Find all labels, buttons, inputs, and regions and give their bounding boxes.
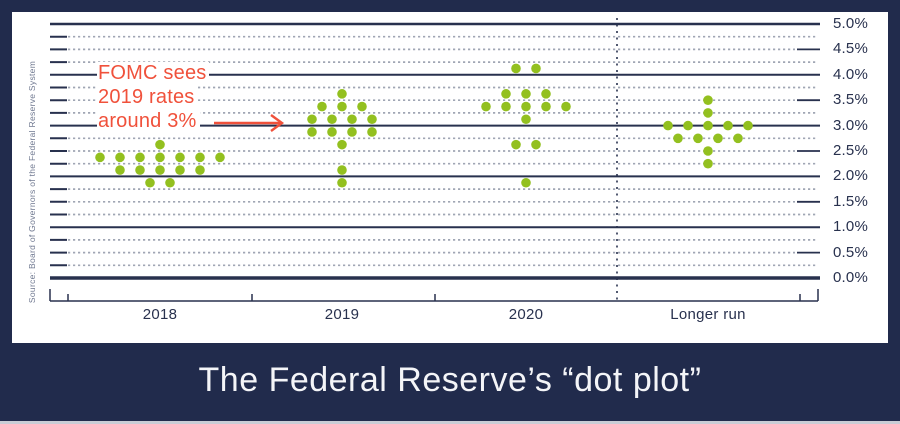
- projection-dot: [175, 152, 185, 163]
- y-axis-label: 3.5%: [833, 91, 868, 109]
- bottom-edge-divider: [0, 421, 900, 424]
- projection-dot: [511, 63, 521, 74]
- projection-dot: [703, 120, 713, 131]
- projection-dot: [155, 139, 165, 150]
- projection-dot: [155, 165, 165, 175]
- source-credit: Source: Board of Governors of the Federa…: [27, 60, 37, 304]
- annotation-callout: FOMC sees 2019 rates around 3%: [97, 62, 210, 134]
- y-axis-label: 3.0%: [833, 116, 868, 134]
- x-axis-label: Longer run: [670, 306, 746, 323]
- x-axis-label: 2018: [142, 306, 178, 323]
- projection-dot: [703, 146, 713, 156]
- projection-dot: [673, 133, 683, 144]
- y-axis-label: 2.0%: [833, 167, 868, 185]
- projection-dot: [195, 152, 205, 163]
- projection-dot: [541, 89, 551, 99]
- projection-dot: [135, 152, 145, 163]
- projection-dot: [703, 95, 713, 105]
- y-axis-label: 5.0%: [833, 15, 868, 32]
- projection-dot: [713, 133, 723, 144]
- projection-dot: [743, 120, 753, 131]
- chart-title: The Federal Reserve’s “dot plot”: [198, 361, 702, 399]
- projection-dot: [561, 101, 571, 112]
- y-axis-label: 1.5%: [833, 192, 868, 210]
- projection-dot: [521, 101, 531, 112]
- y-axis-label: 0.0%: [833, 269, 868, 286]
- projection-dot: [307, 114, 317, 125]
- projection-dot: [501, 101, 511, 112]
- y-axis-label: 0.5%: [833, 243, 868, 261]
- annotation-line-2: 2019 rates: [97, 86, 198, 109]
- annotation-line-3: around 3%: [97, 110, 200, 133]
- projection-dot: [95, 152, 105, 163]
- projection-dot: [521, 89, 531, 99]
- projection-dot: [663, 120, 673, 131]
- projection-dot: [337, 89, 347, 99]
- annotation-arrow-icon: [214, 114, 285, 132]
- projection-dot: [165, 177, 175, 188]
- projection-dot: [531, 63, 541, 74]
- projection-dot: [501, 89, 511, 99]
- projection-dot: [521, 177, 531, 188]
- projection-dot: [337, 101, 347, 112]
- projection-dot: [367, 127, 377, 137]
- projection-dot: [357, 101, 367, 112]
- projection-dot: [703, 108, 713, 118]
- projection-dot: [115, 165, 125, 175]
- projection-dot: [347, 114, 357, 125]
- projection-dot: [155, 152, 165, 163]
- annotation-line-1: FOMC sees: [97, 62, 210, 85]
- projection-dot: [541, 101, 551, 112]
- projection-dot: [531, 139, 541, 150]
- x-axis-label: 2019: [324, 306, 360, 323]
- projection-dot: [723, 120, 733, 131]
- projection-dot: [327, 114, 337, 125]
- projection-dot: [175, 165, 185, 175]
- projection-dot: [215, 152, 225, 163]
- projection-dot: [135, 165, 145, 175]
- projection-dot: [521, 114, 531, 125]
- projection-dot: [693, 133, 703, 144]
- projection-dot: [337, 139, 347, 150]
- projection-dot: [317, 101, 327, 112]
- projection-dot: [145, 177, 155, 188]
- projection-dot: [683, 120, 693, 131]
- projection-dot: [115, 152, 125, 163]
- y-axis-label: 1.0%: [833, 218, 868, 236]
- projection-dot: [337, 177, 347, 188]
- projection-dot: [307, 127, 317, 137]
- projection-dot: [337, 165, 347, 175]
- projection-dot: [347, 127, 357, 137]
- projection-dot: [327, 127, 337, 137]
- projection-dot: [367, 114, 377, 125]
- projection-dot: [195, 165, 205, 175]
- projection-dot: [733, 133, 743, 144]
- y-axis-label: 4.5%: [833, 40, 868, 58]
- projection-dot: [703, 158, 713, 169]
- y-axis-label: 4.0%: [833, 65, 868, 83]
- projection-dot: [511, 139, 521, 150]
- x-axis-label: 2020: [508, 306, 544, 323]
- y-axis-label: 2.5%: [833, 142, 868, 159]
- projection-dot: [481, 101, 491, 112]
